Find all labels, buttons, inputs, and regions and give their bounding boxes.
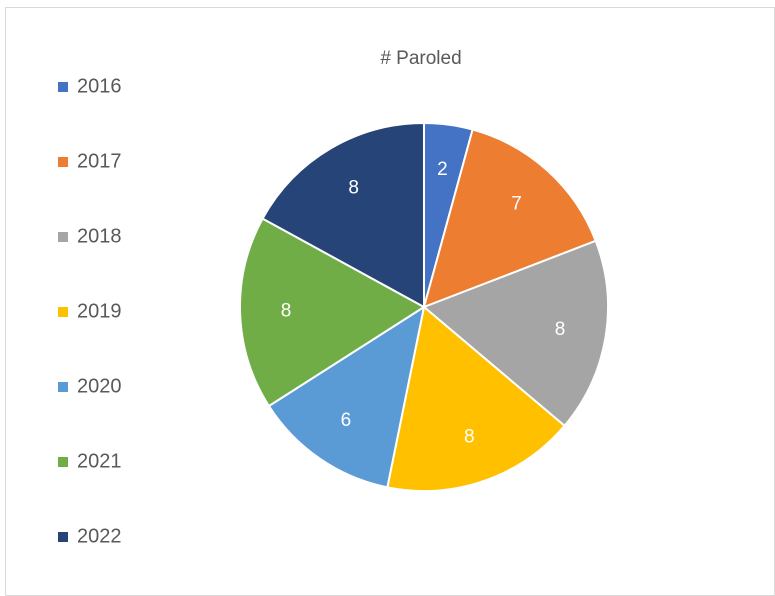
pie-slice xyxy=(386,305,566,492)
pie-slice xyxy=(261,121,425,309)
data-label: 8 xyxy=(464,426,475,447)
legend-label: 2021 xyxy=(77,450,122,472)
data-label: 8 xyxy=(281,301,292,322)
legend-label: 2019 xyxy=(77,300,122,322)
legend-label: 2017 xyxy=(77,150,122,172)
legend-swatch xyxy=(58,82,68,92)
chart-title: # Paroled xyxy=(380,48,461,69)
legend-swatch xyxy=(58,532,68,542)
data-label: 8 xyxy=(348,177,359,198)
legend-label: 2022 xyxy=(77,525,122,547)
pie-slice xyxy=(422,128,597,309)
legend-label: 2016 xyxy=(77,75,122,97)
legend-label: 2018 xyxy=(77,225,122,247)
pie-slice xyxy=(239,217,426,408)
legend-swatch xyxy=(58,457,68,467)
data-label: 8 xyxy=(555,319,566,340)
pie-slice xyxy=(267,304,426,489)
data-label: 7 xyxy=(511,194,522,215)
legend-label: 2020 xyxy=(77,375,122,397)
pie-slice xyxy=(422,239,609,428)
data-label: 2 xyxy=(437,159,448,180)
legend-swatch xyxy=(58,157,68,167)
legend-swatch xyxy=(58,232,68,242)
legend-swatch xyxy=(58,382,68,392)
data-label: 6 xyxy=(341,410,352,431)
legend-swatch xyxy=(58,307,68,317)
